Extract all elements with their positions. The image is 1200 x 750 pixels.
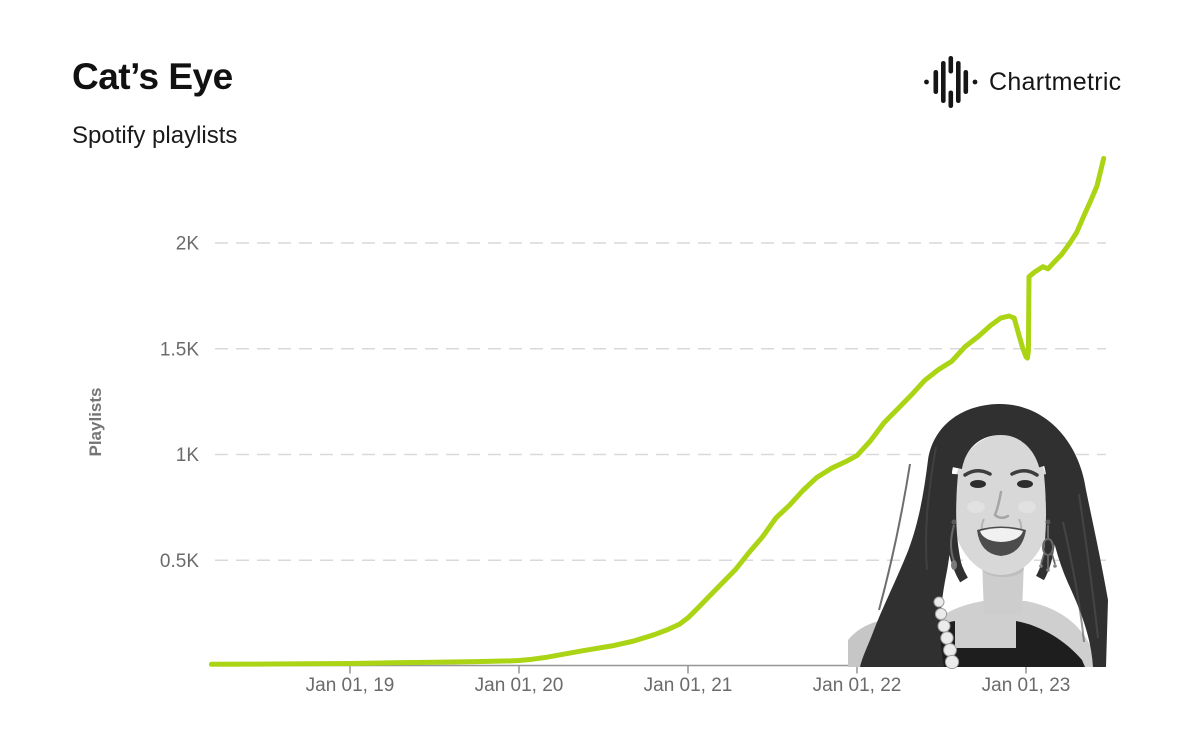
chartmetric-logo: Chartmetric bbox=[922, 54, 1122, 110]
x-tick-label: Jan 01, 20 bbox=[475, 675, 564, 696]
x-tick-label: Jan 01, 23 bbox=[982, 675, 1071, 696]
x-tick-label: Jan 01, 21 bbox=[644, 675, 733, 696]
x-axis: Jan 01, 19 Jan 01, 20 Jan 01, 21 Jan 01, 22… bbox=[212, 664, 1106, 696]
y-tick-label: 1.5K bbox=[160, 339, 199, 360]
y-tick-label: 2K bbox=[176, 234, 200, 255]
chartmetric-waveform-icon bbox=[924, 56, 978, 108]
chartmetric-logo-text: Chartmetric bbox=[989, 67, 1122, 96]
y-tick-label: 1K bbox=[176, 445, 200, 466]
x-tick-label: Jan 01, 22 bbox=[813, 675, 902, 696]
y-tick-label: 0.5K bbox=[160, 551, 199, 572]
page-subtitle: Spotify playlists bbox=[72, 122, 238, 149]
y-axis-labels: 0.5K 1K 1.5K 2K bbox=[160, 234, 199, 572]
artist-photo bbox=[848, 403, 1108, 670]
playlists-series-line bbox=[208, 155, 1107, 667]
page-title: Cat’s Eye bbox=[72, 56, 233, 97]
x-tick-label: Jan 01, 19 bbox=[306, 675, 395, 696]
